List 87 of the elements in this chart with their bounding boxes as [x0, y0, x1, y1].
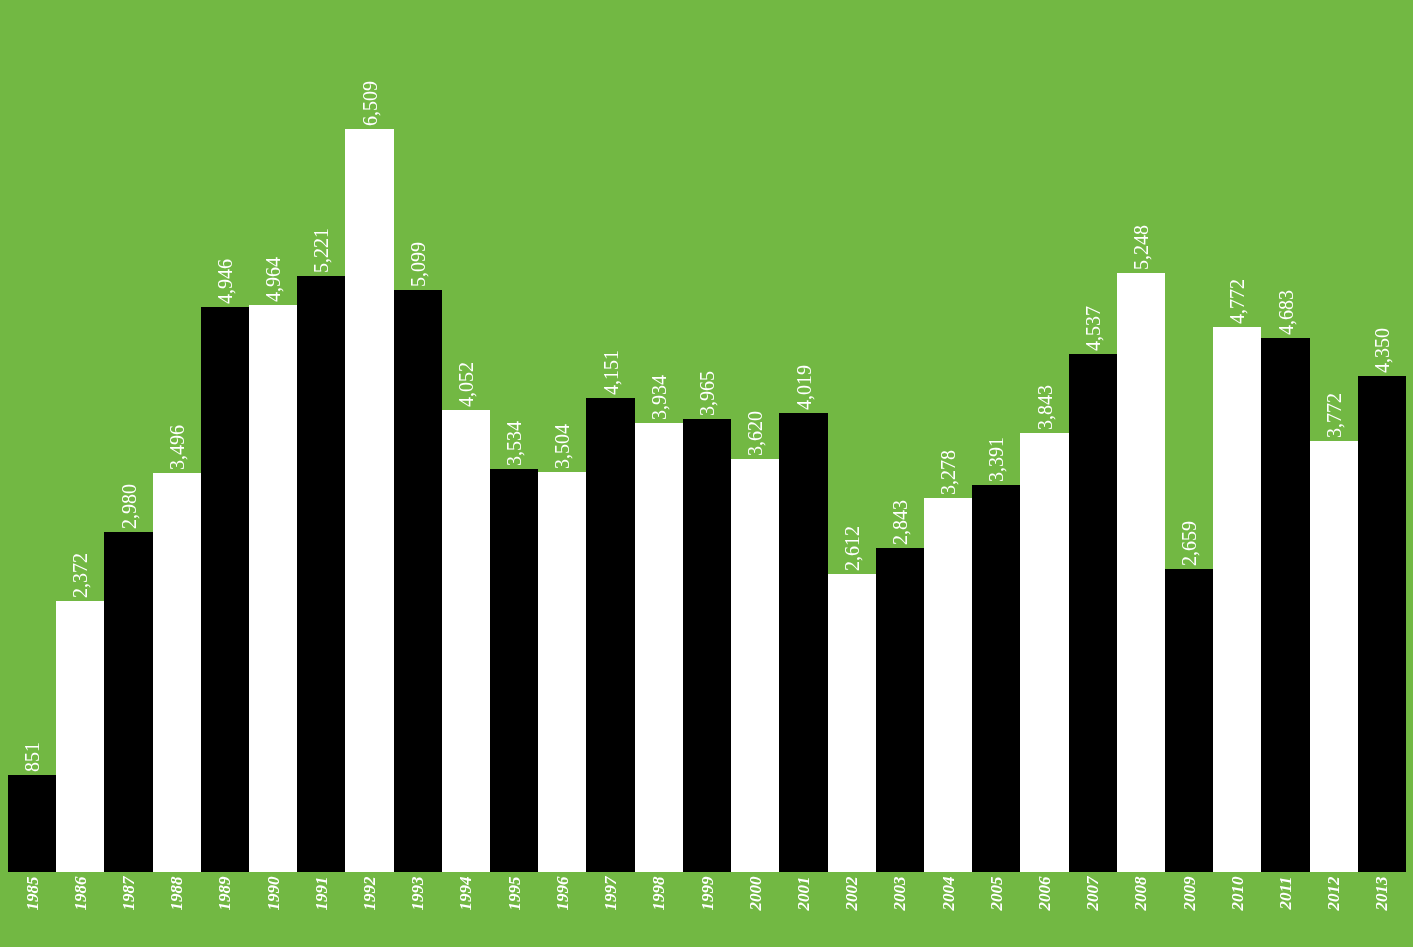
data-label: 851 — [21, 742, 43, 772]
x-tick-label: 2011 — [1276, 876, 1296, 911]
bar — [779, 413, 828, 872]
data-label: 3,965 — [696, 371, 718, 416]
x-tick-label: 1997 — [601, 874, 621, 911]
x-tick-label: 1989 — [215, 875, 235, 911]
bar — [345, 129, 394, 872]
bar — [828, 574, 876, 872]
bar — [924, 498, 972, 872]
bar — [442, 410, 490, 872]
data-label: 5,221 — [310, 228, 332, 273]
data-label: 4,683 — [1274, 290, 1297, 335]
x-tick-label: 1988 — [167, 875, 187, 911]
bar — [635, 423, 683, 872]
data-label: 3,620 — [744, 411, 766, 456]
bar — [1165, 569, 1213, 872]
data-label: 4,151 — [599, 350, 622, 395]
bar — [153, 473, 201, 872]
x-tick-label: 1990 — [263, 875, 283, 911]
data-label: 3,504 — [551, 424, 573, 469]
data-label: 5,248 — [1130, 225, 1152, 270]
data-label: 4,537 — [1082, 306, 1104, 351]
bar — [1310, 441, 1358, 872]
data-label: 4,946 — [214, 259, 236, 304]
bar — [249, 305, 297, 872]
data-label: 3,934 — [648, 375, 670, 420]
bar — [586, 398, 635, 872]
x-tick-label: 2005 — [986, 875, 1006, 912]
x-tick-label: 1987 — [119, 874, 139, 911]
data-label: 5,099 — [407, 242, 429, 287]
data-label: 2,612 — [841, 526, 863, 571]
x-tick-label: 2007 — [1083, 874, 1103, 912]
bar — [538, 472, 586, 872]
x-tick-label: 1999 — [697, 875, 717, 911]
x-tick-label: 1993 — [408, 875, 428, 911]
bar — [683, 419, 731, 872]
x-tick-label: 1985 — [22, 875, 42, 911]
bar — [104, 532, 153, 872]
bar — [490, 469, 538, 872]
x-tick-label: 1996 — [552, 875, 572, 911]
x-tick-label: 1991 — [311, 876, 331, 911]
data-label: 3,278 — [937, 450, 959, 495]
data-label: 2,372 — [69, 553, 91, 598]
data-label: 4,772 — [1226, 279, 1248, 324]
bar — [876, 548, 924, 872]
data-label: 3,772 — [1323, 393, 1345, 438]
bar — [1020, 433, 1069, 872]
bar — [297, 276, 345, 872]
x-tick-label: 2012 — [1324, 875, 1344, 912]
bar — [56, 601, 104, 872]
data-label: 3,496 — [166, 425, 188, 470]
data-label: 4,350 — [1371, 328, 1393, 373]
bar — [1358, 376, 1406, 872]
bar — [731, 459, 779, 872]
x-tick-label: 1986 — [70, 875, 90, 911]
x-tick-label: 2003 — [890, 875, 910, 912]
bar — [201, 307, 249, 872]
x-tick-label: 2009 — [1179, 875, 1199, 912]
bar — [394, 290, 442, 872]
x-tick-label: 2000 — [745, 875, 765, 912]
data-label: 4,964 — [262, 257, 284, 302]
data-label: 6,509 — [358, 81, 381, 126]
bar — [1261, 338, 1310, 872]
bar — [1117, 273, 1165, 872]
x-tick-label: 2004 — [938, 876, 958, 912]
bar — [1213, 327, 1261, 872]
data-label: 3,843 — [1033, 385, 1056, 430]
bar — [8, 775, 56, 872]
data-label: 3,391 — [985, 437, 1007, 482]
data-label: 2,980 — [117, 484, 140, 529]
x-tick-label: 1998 — [649, 875, 669, 911]
data-label: 2,659 — [1178, 521, 1200, 566]
x-tick-label: 2006 — [1034, 875, 1054, 912]
x-tick-label: 1992 — [360, 875, 380, 911]
x-tick-label: 2010 — [1227, 875, 1247, 912]
data-label: 4,052 — [455, 362, 477, 407]
bar — [972, 485, 1020, 872]
data-label: 2,843 — [889, 500, 911, 545]
x-tick-label: 1995 — [504, 875, 524, 911]
x-tick-label: 2002 — [842, 875, 862, 912]
data-label: 3,534 — [503, 421, 525, 466]
bar — [1069, 354, 1117, 872]
x-tick-label: 2001 — [793, 876, 813, 912]
x-tick-label: 2013 — [1372, 875, 1392, 912]
x-tick-label: 2008 — [1131, 875, 1151, 912]
x-tick-label: 1994 — [456, 876, 476, 911]
data-label: 4,019 — [792, 365, 815, 410]
